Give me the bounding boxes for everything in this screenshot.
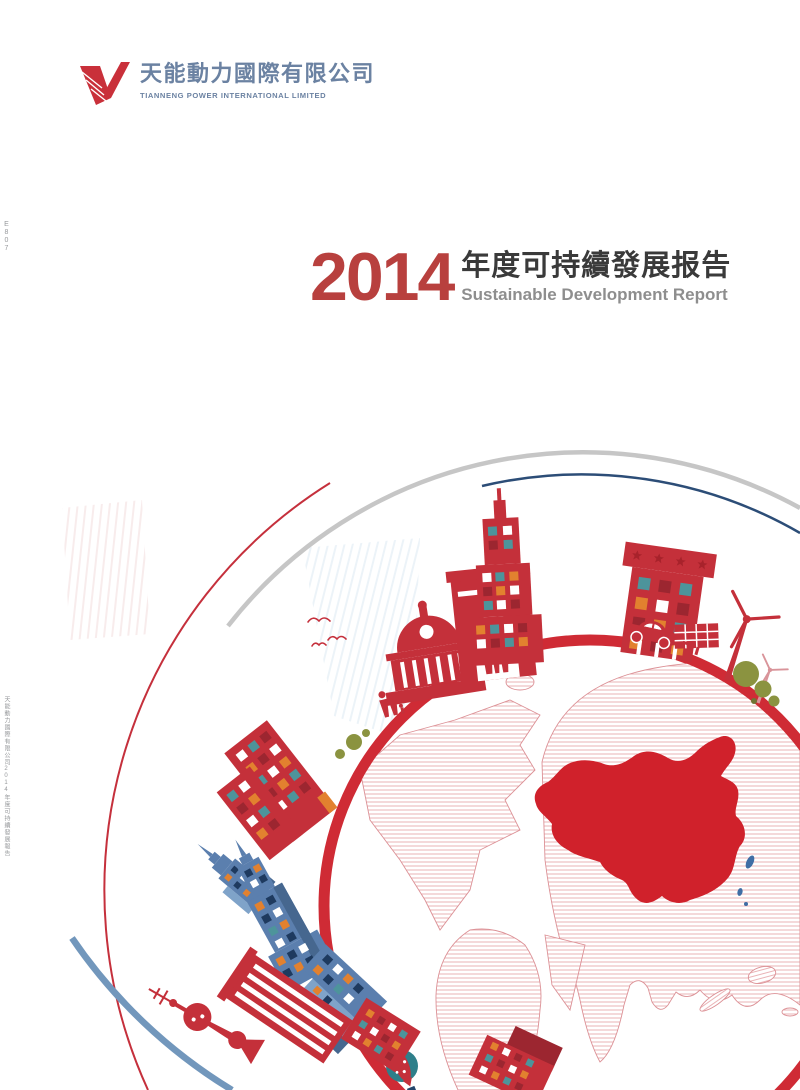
trees-left-icon bbox=[335, 729, 370, 759]
orbit-arcs bbox=[69, 450, 800, 1090]
people-icon bbox=[378, 691, 405, 718]
dome-building-icon bbox=[385, 600, 487, 706]
island-markers bbox=[737, 855, 755, 906]
company-name-zh: 天能動力國際有限公司 bbox=[140, 61, 376, 86]
report-title-en: Sustainable Development Report bbox=[461, 285, 728, 305]
company-logo: 天能動力國際有限公司 TIANNENG POWER INTERNATIONAL … bbox=[76, 58, 375, 108]
china-map bbox=[534, 736, 755, 906]
trees-right-icon bbox=[733, 661, 780, 707]
report-year: 2014 bbox=[310, 239, 455, 315]
city-skyline-left bbox=[148, 720, 563, 1090]
city-skyline bbox=[307, 488, 789, 759]
arc-steel-blue bbox=[69, 936, 234, 1090]
spine-text-bottom: 天能動力國際有限公司2014年度可持續發展報告 bbox=[3, 696, 9, 857]
company-name-en: TIANNENG POWER INTERNATIONAL LIMITED bbox=[140, 91, 327, 101]
dotted-slab-icon bbox=[341, 997, 421, 1073]
logo-mark-icon bbox=[80, 62, 130, 105]
globe bbox=[318, 634, 800, 1090]
stepped-skyscraper-icon bbox=[469, 488, 544, 666]
report-title-zh: 年度可持續發展报告 bbox=[461, 250, 732, 282]
striped-tower-icon bbox=[216, 946, 353, 1064]
background-texture bbox=[62, 500, 420, 742]
wind-turbine-large-icon bbox=[724, 589, 781, 681]
birds-icon bbox=[307, 617, 347, 647]
spine-text-top: E807 bbox=[3, 221, 10, 253]
bottom-buildings-icon bbox=[468, 1025, 563, 1090]
tv-tower-icon bbox=[148, 987, 265, 1065]
red-slab-buildings-icon bbox=[216, 720, 338, 861]
solar-panel-icon bbox=[674, 623, 719, 656]
arc-gray bbox=[226, 450, 800, 628]
arc-navy bbox=[481, 473, 800, 535]
world-map bbox=[359, 662, 800, 1090]
car-icon bbox=[624, 620, 678, 650]
cover-title: 2014 年度可持續發展报告 Sustainable Development R… bbox=[310, 239, 732, 315]
